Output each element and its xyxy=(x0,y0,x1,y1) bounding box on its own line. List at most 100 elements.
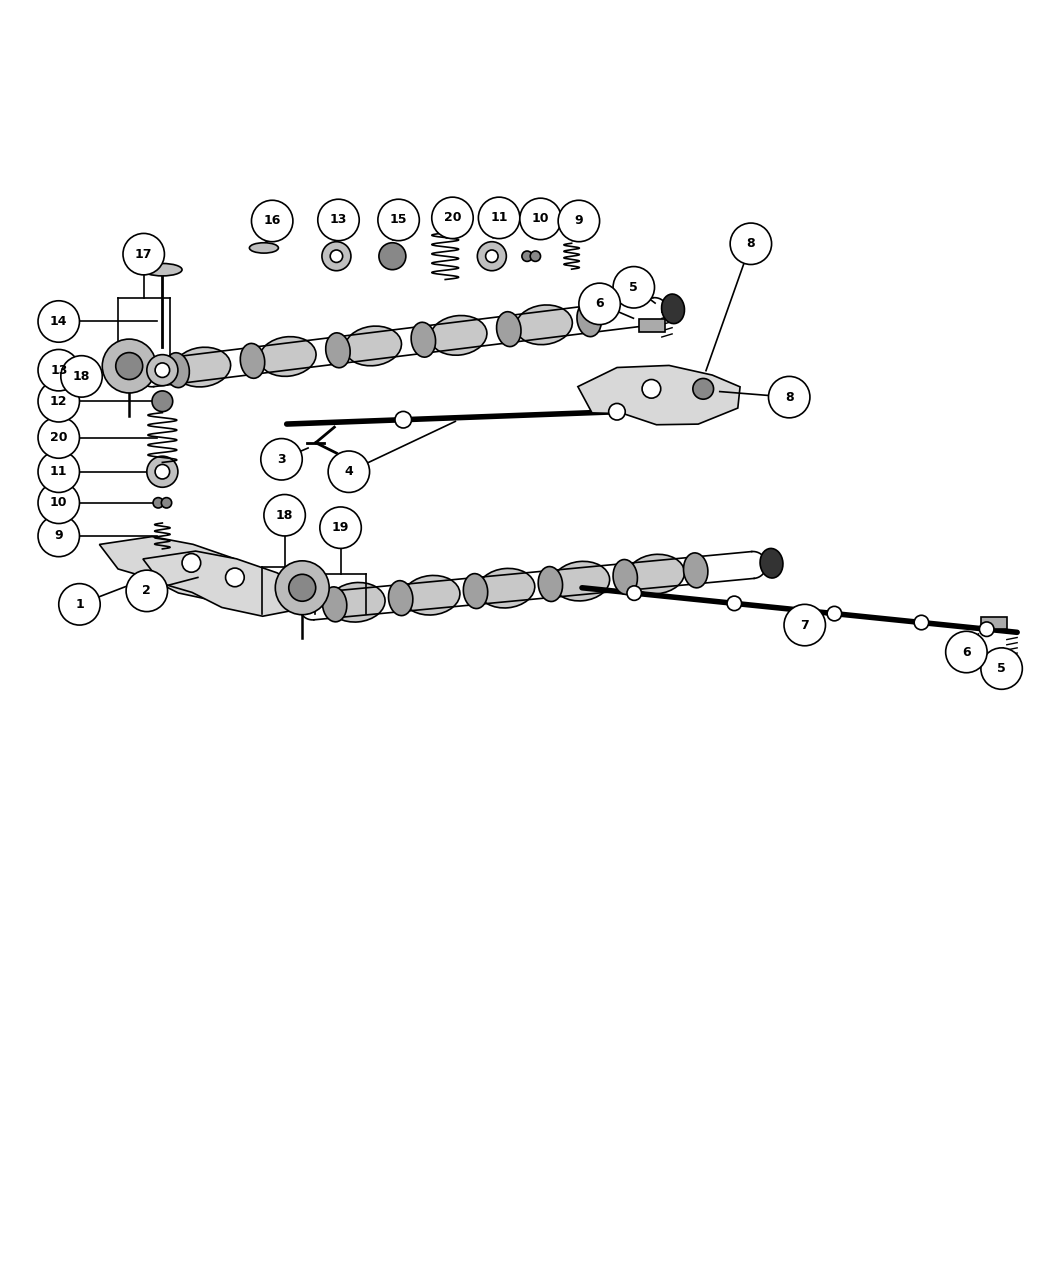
Circle shape xyxy=(378,199,419,241)
Text: 15: 15 xyxy=(390,213,407,227)
Ellipse shape xyxy=(539,566,563,602)
Circle shape xyxy=(251,200,293,242)
Text: 7: 7 xyxy=(800,618,810,631)
Circle shape xyxy=(643,380,660,398)
Ellipse shape xyxy=(412,323,436,357)
Ellipse shape xyxy=(388,580,413,616)
Circle shape xyxy=(264,495,306,536)
Text: 2: 2 xyxy=(143,584,151,598)
Ellipse shape xyxy=(162,497,172,507)
Ellipse shape xyxy=(522,251,532,261)
Text: 6: 6 xyxy=(962,645,970,658)
Circle shape xyxy=(784,604,825,646)
Ellipse shape xyxy=(684,553,708,588)
Text: 17: 17 xyxy=(135,247,152,260)
Circle shape xyxy=(182,553,201,572)
Text: 10: 10 xyxy=(50,496,67,509)
Ellipse shape xyxy=(576,302,602,337)
Polygon shape xyxy=(143,551,307,616)
Text: 18: 18 xyxy=(72,370,90,382)
Circle shape xyxy=(116,353,143,380)
Ellipse shape xyxy=(153,497,164,507)
Circle shape xyxy=(147,354,177,386)
Circle shape xyxy=(980,622,994,636)
Circle shape xyxy=(275,561,329,615)
Ellipse shape xyxy=(259,337,316,376)
Circle shape xyxy=(379,242,406,270)
Circle shape xyxy=(38,482,80,524)
Circle shape xyxy=(486,250,498,263)
Ellipse shape xyxy=(250,242,278,254)
Circle shape xyxy=(520,198,562,240)
Circle shape xyxy=(155,363,170,377)
Circle shape xyxy=(38,349,80,391)
Text: 6: 6 xyxy=(595,297,604,310)
Circle shape xyxy=(320,507,361,548)
Text: 13: 13 xyxy=(330,213,348,227)
Circle shape xyxy=(329,451,370,492)
Ellipse shape xyxy=(240,343,265,379)
Circle shape xyxy=(289,574,316,602)
Circle shape xyxy=(613,266,654,309)
Ellipse shape xyxy=(430,315,487,356)
Circle shape xyxy=(38,515,80,557)
Ellipse shape xyxy=(143,264,182,275)
Circle shape xyxy=(395,412,412,428)
Circle shape xyxy=(147,456,177,487)
Text: 16: 16 xyxy=(264,214,281,227)
Text: 8: 8 xyxy=(785,390,794,404)
Circle shape xyxy=(318,199,359,241)
Circle shape xyxy=(322,242,351,270)
Ellipse shape xyxy=(662,295,685,324)
Circle shape xyxy=(627,585,642,601)
Circle shape xyxy=(38,417,80,458)
Ellipse shape xyxy=(478,569,534,608)
Ellipse shape xyxy=(329,583,385,622)
Circle shape xyxy=(330,250,342,263)
Ellipse shape xyxy=(628,555,685,594)
Circle shape xyxy=(38,451,80,492)
Text: 19: 19 xyxy=(332,521,350,534)
Ellipse shape xyxy=(174,347,231,386)
Ellipse shape xyxy=(530,251,541,261)
Text: 20: 20 xyxy=(50,431,67,444)
Text: 20: 20 xyxy=(444,212,461,224)
Ellipse shape xyxy=(326,333,350,367)
Circle shape xyxy=(126,570,168,612)
Text: 12: 12 xyxy=(50,395,67,408)
Circle shape xyxy=(559,200,600,242)
Ellipse shape xyxy=(760,548,783,578)
Circle shape xyxy=(155,464,170,479)
Text: 1: 1 xyxy=(76,598,84,611)
Ellipse shape xyxy=(322,586,347,622)
Text: 5: 5 xyxy=(998,662,1006,674)
Ellipse shape xyxy=(165,353,189,388)
Text: 3: 3 xyxy=(277,453,286,465)
Circle shape xyxy=(61,356,102,397)
Circle shape xyxy=(260,439,302,479)
Circle shape xyxy=(981,648,1023,690)
Bar xyxy=(639,320,665,332)
Circle shape xyxy=(693,379,714,399)
Circle shape xyxy=(432,198,474,238)
Circle shape xyxy=(730,223,772,264)
Circle shape xyxy=(38,380,80,422)
Text: 8: 8 xyxy=(747,237,755,250)
Ellipse shape xyxy=(613,560,637,594)
Text: 11: 11 xyxy=(50,465,67,478)
Ellipse shape xyxy=(552,561,610,601)
Polygon shape xyxy=(578,366,740,425)
Text: 13: 13 xyxy=(50,363,67,376)
Circle shape xyxy=(827,607,842,621)
Text: 14: 14 xyxy=(50,315,67,328)
Polygon shape xyxy=(100,537,264,602)
Circle shape xyxy=(727,597,741,611)
Text: 11: 11 xyxy=(490,212,508,224)
Text: 9: 9 xyxy=(574,214,583,227)
Circle shape xyxy=(609,403,625,419)
Circle shape xyxy=(579,283,621,325)
Circle shape xyxy=(59,584,100,625)
Text: 10: 10 xyxy=(531,213,549,226)
Ellipse shape xyxy=(403,575,460,615)
Circle shape xyxy=(478,242,506,270)
